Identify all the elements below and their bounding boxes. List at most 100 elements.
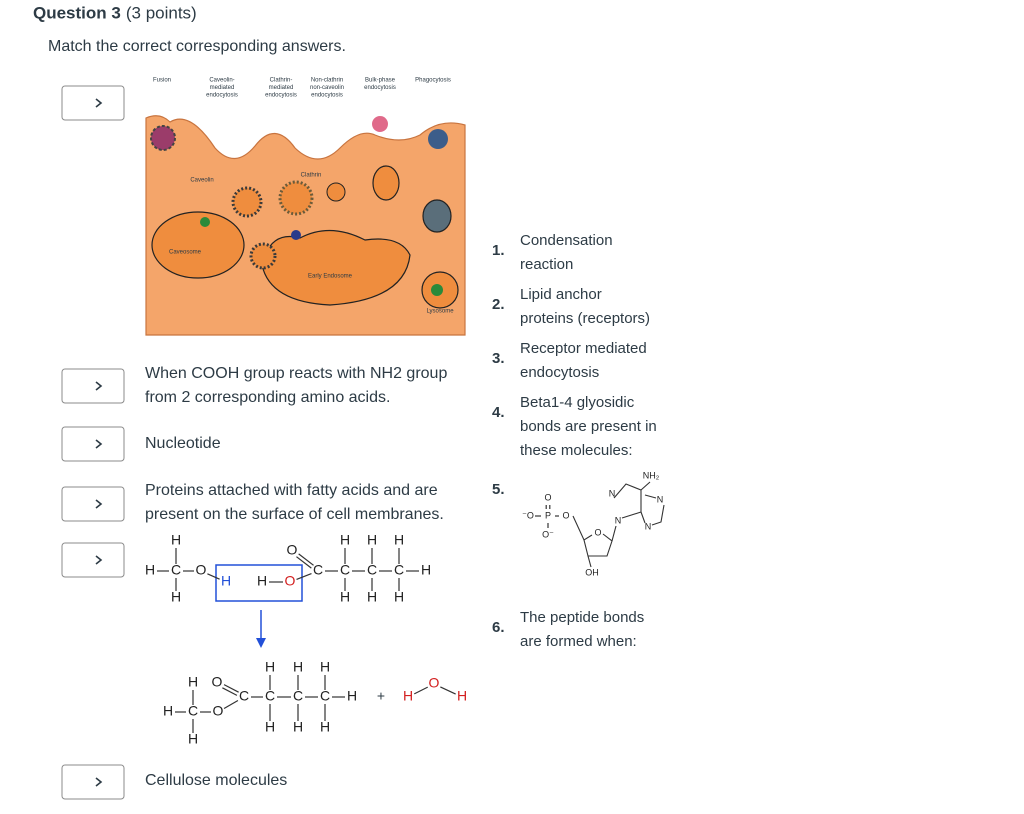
option-text: Lipid anchor xyxy=(520,286,602,303)
atom-label: H xyxy=(293,719,303,735)
atom-label: H xyxy=(394,589,404,605)
figure-heading: non-caveolin xyxy=(310,85,344,91)
select-box xyxy=(61,426,125,462)
chemical-bond xyxy=(440,686,456,695)
prompt-text: from 2 corresponding amino acids. xyxy=(145,389,390,406)
atom-label: C xyxy=(320,688,330,704)
answer-select[interactable] xyxy=(61,764,125,800)
chemical-bond xyxy=(298,553,314,566)
chemical-bond xyxy=(207,573,220,580)
chemical-bond xyxy=(223,699,239,710)
option-text: Beta1-4 glyosidic xyxy=(520,394,635,411)
atom-label: C xyxy=(239,688,249,704)
select-box xyxy=(61,85,125,121)
figure-heading: mediated xyxy=(269,85,294,91)
figure-heading: Clathrin- xyxy=(270,78,293,84)
option-text: are formed when: xyxy=(520,633,637,650)
atom-label: O xyxy=(594,527,601,537)
atom-label: O xyxy=(213,703,224,719)
chemical-bond xyxy=(296,556,312,569)
answer-select[interactable] xyxy=(61,426,125,462)
instruction: Match the correct corresponding answers. xyxy=(48,38,346,55)
select-chevron xyxy=(95,381,103,391)
atom-label: H xyxy=(403,688,413,704)
figure-heading: mediated xyxy=(210,85,235,91)
atom-label: C xyxy=(265,688,275,704)
option-text: The peptide bonds xyxy=(520,609,644,626)
atom-label: N xyxy=(615,515,622,525)
option-number: 1. xyxy=(492,242,505,259)
option-text: bonds are present in xyxy=(520,418,657,435)
atom-label: H xyxy=(171,589,181,605)
figure-label: Lysosome xyxy=(426,309,454,315)
atom-label: NH₂ xyxy=(643,470,660,480)
question-points: (3 points) xyxy=(126,3,197,22)
plus-sign: + xyxy=(377,688,385,704)
atom-label: N xyxy=(657,494,664,504)
select-chevron xyxy=(95,777,103,787)
prompt-text: present on the surface of cell membranes… xyxy=(145,506,444,523)
select-box xyxy=(61,764,125,800)
structure-bond xyxy=(583,533,613,557)
figure-heading: Phagocytosis xyxy=(415,78,451,84)
figure-heading: Fusion xyxy=(153,78,171,84)
answer-select[interactable] xyxy=(61,368,125,404)
atom-label: H xyxy=(257,573,267,589)
atom-label: O xyxy=(285,573,296,589)
reaction-highlight-box xyxy=(215,564,303,602)
select-chevron xyxy=(95,499,103,509)
structure-bond xyxy=(611,525,617,542)
atom-label: H xyxy=(188,674,198,690)
atom-label: H xyxy=(367,532,377,548)
figure-label: Caveosome xyxy=(169,250,202,256)
structure-bond xyxy=(572,515,593,541)
atom-label: H xyxy=(265,659,275,675)
atom-label: H xyxy=(340,589,350,605)
atom-label: O xyxy=(544,492,551,502)
atom-label: H xyxy=(171,532,181,548)
prompt-text: Cellulose molecules xyxy=(145,772,287,789)
select-chevron xyxy=(95,555,103,565)
atom-label: H xyxy=(367,589,377,605)
option-text: these molecules: xyxy=(520,442,633,459)
option-text: reaction xyxy=(520,256,573,273)
atom-label: C xyxy=(293,688,303,704)
select-box xyxy=(61,486,125,522)
option-text: proteins (receptors) xyxy=(520,310,650,327)
option-number: 2. xyxy=(492,296,505,313)
atom-label: H xyxy=(293,659,303,675)
atom-label: O xyxy=(429,675,440,691)
atom-label: C xyxy=(340,562,350,578)
figure-label: Caveolin xyxy=(190,178,213,184)
prompt-text: Nucleotide xyxy=(145,435,221,452)
figure-label: Clathrin xyxy=(301,173,322,179)
prompt-text: Proteins attached with fatty acids and a… xyxy=(145,482,438,499)
atom-label: H xyxy=(188,731,198,747)
chemical-bond xyxy=(222,687,238,696)
figure-heading: Non-clathrin xyxy=(311,78,343,84)
figure-label: Early Endosome xyxy=(308,274,353,280)
figure-heading: Caveolin- xyxy=(209,78,234,84)
option-number: 6. xyxy=(492,619,505,636)
option-text: Condensation xyxy=(520,232,613,249)
figure-heading: endocytosis xyxy=(265,93,297,99)
question-title: Question 3 xyxy=(33,3,121,22)
atom-label: H xyxy=(145,562,155,578)
figure-heading: endocytosis xyxy=(364,85,396,91)
atom-label: O xyxy=(212,674,223,690)
atom-label: P xyxy=(545,510,551,520)
atom-label: C xyxy=(394,562,404,578)
atom-label: C xyxy=(313,562,323,578)
atom-label: O xyxy=(196,562,207,578)
atom-label: H xyxy=(320,719,330,735)
atom-label: C xyxy=(188,703,198,719)
atom-label: ⁻O xyxy=(522,510,534,520)
structure-bond xyxy=(587,555,592,568)
answer-select[interactable] xyxy=(61,542,125,578)
chemical-bond xyxy=(413,686,429,695)
answer-select[interactable] xyxy=(61,486,125,522)
atom-label: C xyxy=(171,562,181,578)
answer-select[interactable] xyxy=(61,85,125,121)
